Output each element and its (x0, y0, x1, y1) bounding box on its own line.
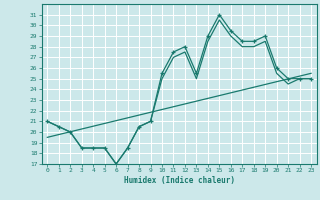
X-axis label: Humidex (Indice chaleur): Humidex (Indice chaleur) (124, 176, 235, 185)
